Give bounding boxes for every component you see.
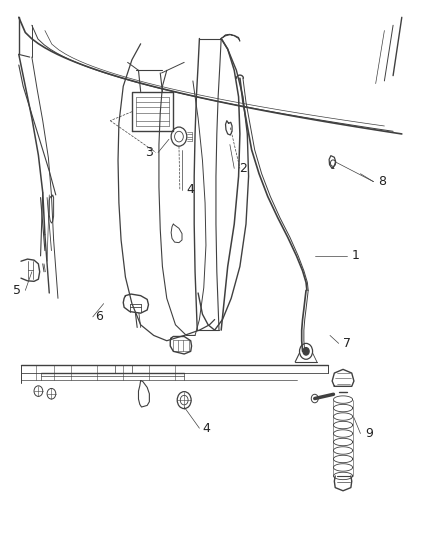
Text: 8: 8: [378, 175, 386, 188]
Text: 4: 4: [187, 183, 194, 196]
Text: 6: 6: [95, 310, 103, 324]
Circle shape: [303, 348, 309, 355]
Text: 1: 1: [352, 249, 360, 262]
Text: 2: 2: [239, 162, 247, 175]
Text: 5: 5: [13, 284, 21, 297]
Text: 3: 3: [145, 146, 153, 159]
Text: 7: 7: [343, 337, 351, 350]
Text: 4: 4: [202, 422, 210, 435]
Text: 9: 9: [365, 427, 373, 440]
